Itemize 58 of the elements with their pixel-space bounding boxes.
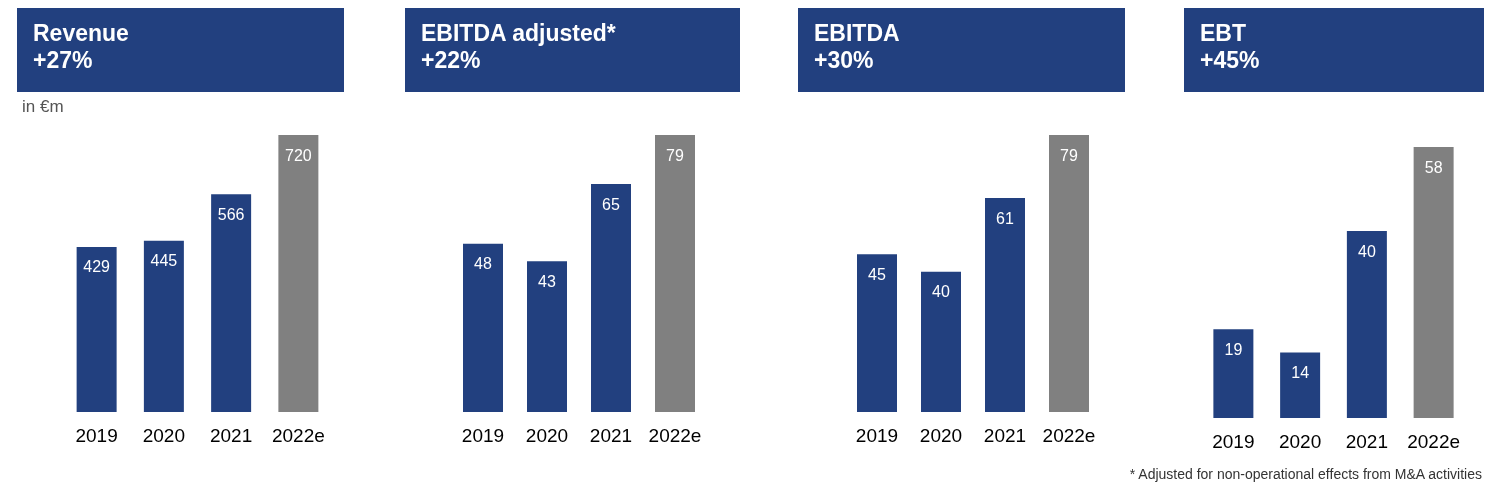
bar [857,254,897,412]
chart-subtitle: +27% [33,47,93,73]
data-label: 79 [1060,146,1078,164]
data-label: 14 [1291,364,1310,382]
x-tick-label: 2021 [1345,431,1389,452]
data-label: 48 [474,255,492,273]
data-label: 720 [285,146,312,164]
x-tick-label: 2020 [525,425,569,446]
bar [76,246,117,412]
bar [1346,231,1387,418]
data-label: 45 [868,265,886,283]
chart-subtitle: +45% [1200,47,1260,73]
x-tick-label: 2022e [648,425,702,446]
chart-title: EBITDA adjusted* [421,20,616,46]
text: * Adjusted for non-operational effects from M&A activities [1129,466,1482,482]
data-label: 445 [150,252,178,270]
bar [1413,147,1454,418]
data-label: 43 [538,272,556,290]
bar [985,198,1025,412]
bar [527,261,567,412]
chart-subtitle: +22% [421,47,481,73]
x-tick-label: 2019 [1212,431,1255,452]
bar [143,240,184,412]
x-tick-label: 2022e [1407,431,1461,452]
data-label: 40 [1357,242,1376,260]
data-label: 61 [996,209,1014,227]
x-tick-label: 2019 [75,425,118,446]
x-tick-label: 2019 [855,425,899,446]
bar [278,135,319,412]
chart-subtitle: +30% [814,47,874,73]
data-label: 40 [932,283,950,301]
x-tick-label: 2021 [209,425,253,446]
x-tick-label: 2020 [142,425,186,446]
data-label: 58 [1424,158,1443,176]
bar [591,184,631,412]
data-label: 79 [666,146,684,164]
bar [463,243,503,412]
y-axis-title: in €m [22,97,64,117]
x-tick-label: 2022e [1042,425,1096,446]
x-tick-label: 2020 [919,425,963,446]
x-tick-label: 2019 [461,425,505,446]
data-label: 429 [83,258,111,276]
x-tick-label: 2021 [589,425,633,446]
bar [1213,329,1254,418]
bar [211,194,252,412]
chart-title: EBITDA [814,20,900,46]
data-label: 65 [602,195,620,213]
data-label: 19 [1224,340,1243,358]
bar [921,271,961,412]
x-tick-label: 2021 [983,425,1027,446]
bar [655,135,695,412]
bar [1049,135,1089,412]
chart-title: Revenue [33,20,129,46]
x-tick-label: 2022e [271,425,325,446]
bar [1280,352,1321,418]
x-tick-label: 2020 [1278,431,1322,452]
data-label: 566 [217,205,245,223]
chart-title: EBT [1200,20,1246,46]
